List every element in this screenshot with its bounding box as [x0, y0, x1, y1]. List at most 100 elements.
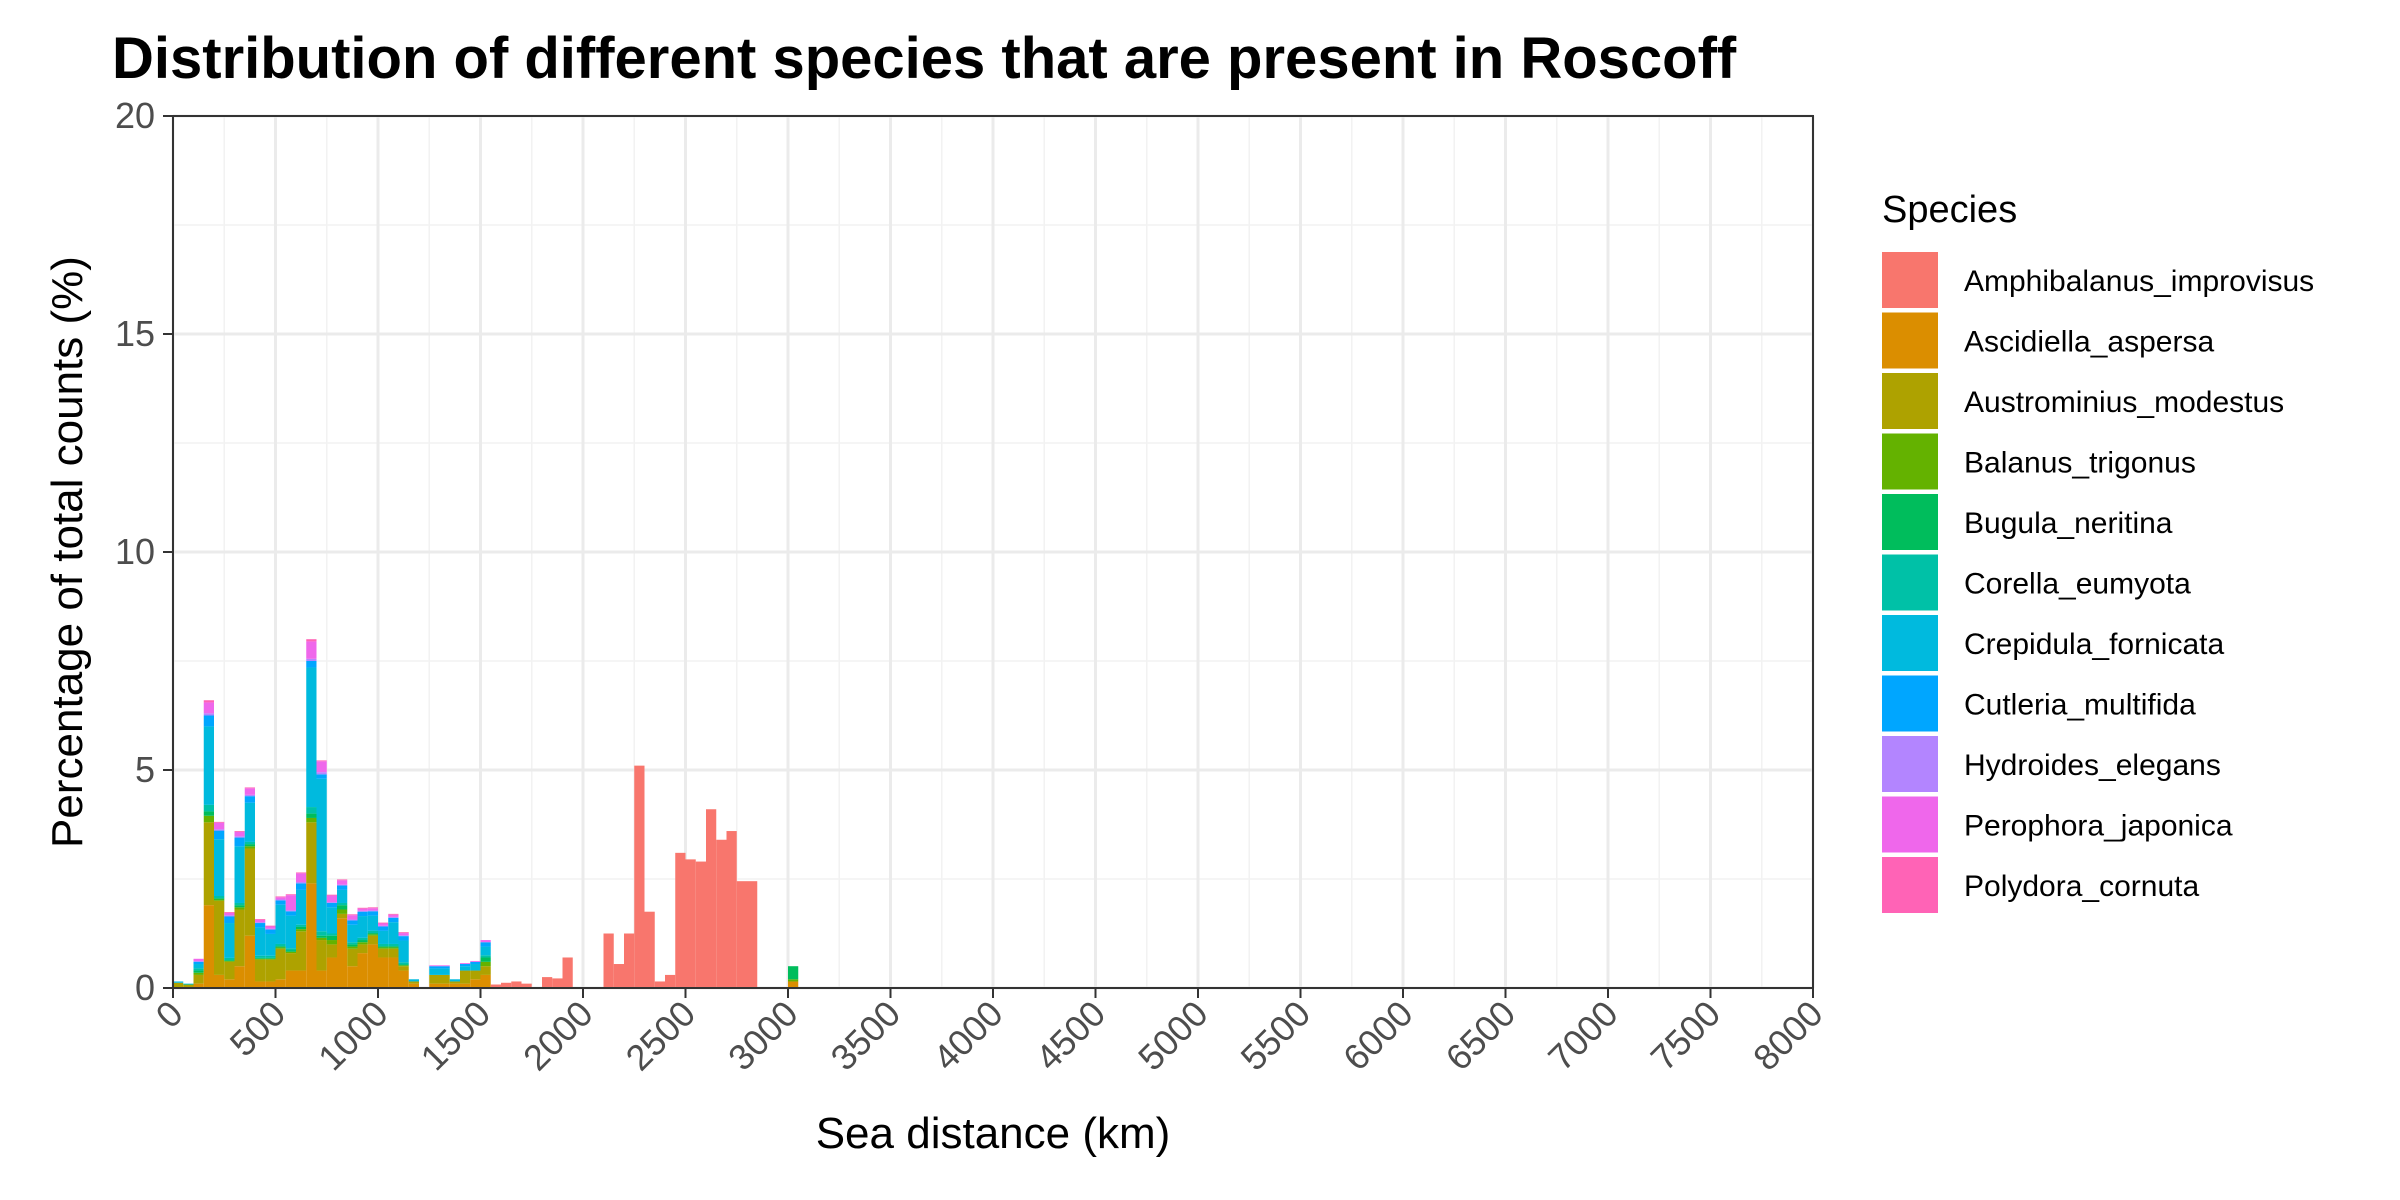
bar-segment	[244, 846, 255, 849]
bar-segment	[788, 979, 799, 982]
bar-segment	[203, 811, 214, 816]
bar-segment	[408, 981, 419, 984]
bar-segment	[398, 970, 409, 988]
bar-segment	[337, 905, 348, 910]
bar-segment	[347, 919, 358, 921]
bar-segment	[296, 883, 307, 890]
bar-segment	[357, 953, 368, 988]
bar-segment	[378, 923, 389, 926]
bar-segment	[337, 879, 348, 881]
bar-segment	[665, 974, 676, 988]
legend-label: Polydora_cornuta	[1964, 870, 2199, 903]
bar-segment	[316, 761, 327, 773]
legend-label: Hydroides_elegans	[1964, 749, 2221, 782]
bar-segment	[203, 822, 214, 906]
bar-segment	[306, 667, 317, 808]
y-axis-title: Percentage of total counts (%)	[43, 256, 92, 848]
bar-segment	[306, 639, 317, 642]
bar-segment	[326, 902, 337, 908]
bar-segment	[203, 702, 214, 714]
bar-segment	[244, 796, 255, 803]
legend-key	[1882, 252, 1938, 308]
bar-segment	[203, 713, 214, 716]
bar-segment	[193, 961, 204, 965]
bar-segment	[378, 922, 389, 924]
bar-segment	[306, 658, 317, 661]
bar-segment	[367, 910, 378, 912]
bar-segment	[203, 726, 214, 805]
legend-key	[1882, 312, 1938, 369]
bar-segment	[234, 907, 245, 910]
stacked-bars	[173, 639, 799, 988]
bar-segment	[470, 970, 481, 980]
bar-segment	[326, 935, 337, 941]
bar-segment	[429, 974, 440, 984]
bar-segment	[255, 957, 266, 959]
bar-segment	[306, 883, 317, 988]
bar-segment	[275, 948, 286, 980]
bar-segment	[183, 984, 194, 988]
bar-segment	[265, 933, 276, 956]
bar-segment	[460, 983, 471, 988]
legend-key	[1882, 554, 1938, 611]
bar-segment	[357, 908, 368, 911]
bar-segment	[439, 965, 450, 967]
bar-segment	[337, 913, 348, 919]
bar-segment	[388, 947, 399, 949]
bar-segment	[244, 802, 255, 842]
bar-segment	[408, 983, 419, 988]
bar-segment	[398, 965, 409, 967]
bar-segment	[255, 919, 266, 923]
bar-segment	[367, 907, 378, 909]
bar-segment	[460, 966, 471, 971]
bar-segment	[357, 916, 368, 938]
bar-segment	[624, 933, 635, 988]
bar-segment	[470, 960, 481, 962]
bar-segment	[214, 839, 225, 897]
bar-segment	[470, 964, 481, 971]
legend-key	[1882, 796, 1938, 853]
bar-segment	[429, 965, 440, 967]
bar-segment	[388, 943, 399, 947]
bar-segment	[224, 979, 235, 988]
legend-key	[1882, 675, 1938, 732]
bar-segment	[306, 817, 317, 823]
bar-segment	[316, 772, 327, 775]
bar-segment	[234, 846, 245, 903]
bar-segment	[634, 765, 645, 988]
bar-segment	[736, 881, 747, 988]
bar-segment	[644, 911, 655, 988]
bar-segment	[347, 920, 358, 925]
bar-segment	[347, 948, 358, 967]
bar-segment	[275, 897, 286, 900]
bar-segment	[296, 929, 307, 932]
y-tick-label: 0	[135, 967, 155, 1008]
bar-segment	[275, 896, 286, 898]
bar-segment	[285, 951, 296, 954]
bar-segment	[306, 661, 317, 668]
bar-segment	[357, 944, 368, 954]
legend-key	[1882, 615, 1938, 671]
bar-segment	[296, 970, 307, 988]
bar-segment	[367, 908, 378, 911]
bar-segment	[347, 924, 358, 943]
bar-segment	[234, 831, 245, 832]
bar-segment	[398, 933, 409, 936]
bar-segment	[316, 940, 327, 971]
bar-segment	[285, 953, 296, 971]
bar-segment	[326, 940, 337, 945]
bar-segment	[449, 983, 460, 988]
legend-key	[1882, 494, 1938, 550]
bar-segment	[224, 912, 235, 914]
legend-key	[1882, 373, 1938, 429]
bar-segment	[613, 964, 624, 988]
bar-segment	[265, 926, 276, 929]
bar-segment	[337, 884, 348, 886]
bar-segment	[275, 947, 286, 949]
legend-title: Species	[1882, 189, 2017, 231]
bar-segment	[552, 978, 563, 988]
bar-segment	[265, 958, 276, 960]
bar-segment	[347, 914, 358, 916]
bar-segment	[193, 968, 204, 971]
bar-segment	[388, 948, 399, 958]
